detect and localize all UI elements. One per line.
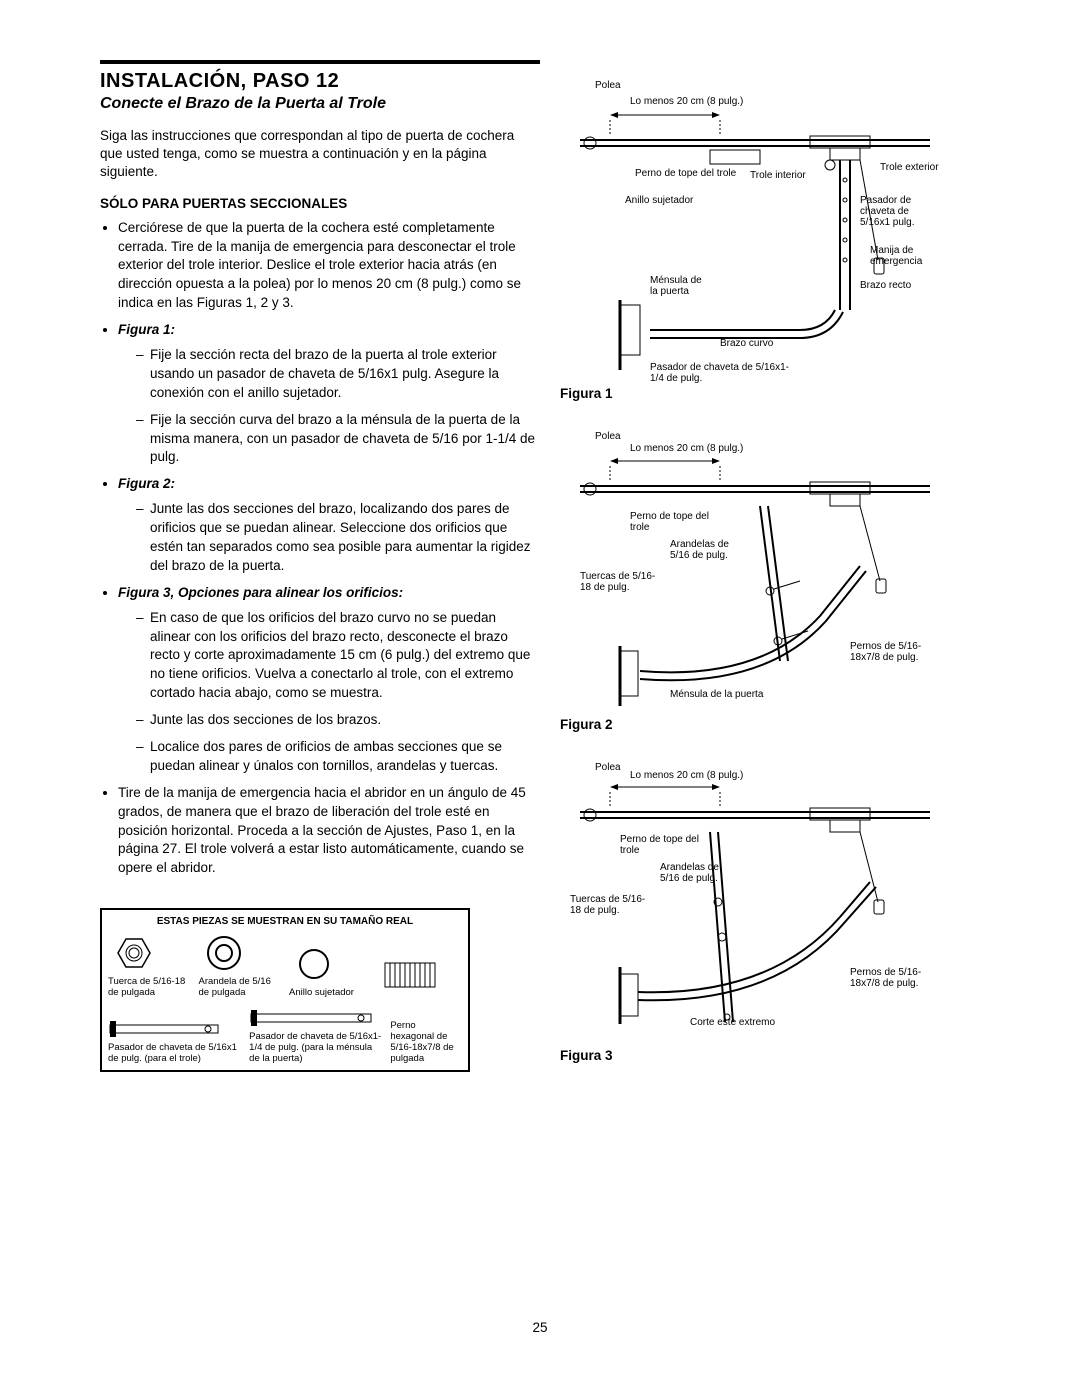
f3-pernos: Pernos de 5/16-18x7/8 de pulg. — [850, 967, 940, 989]
f3-perno-tope: Perno de tope del trole — [620, 834, 700, 856]
parts-box: ESTAS PIEZAS SE MUESTRAN EN SU TAMAÑO RE… — [100, 908, 470, 1072]
f3-corte: Corte este extremo — [690, 1017, 775, 1028]
f1-trole-int: Trole interior — [750, 170, 806, 181]
f2-perno-tope: Perno de tope del trole — [630, 511, 710, 533]
perno-label: Perno hexagonal de 5/16-18x7/8 de pulgad… — [390, 1020, 462, 1064]
f2-tuercas: Tuercas de 5/16-18 de pulg. — [580, 571, 660, 593]
fig3-label: Figura 3, Opciones para alinear los orif… — [118, 585, 403, 600]
f3-arandelas: Arandelas de 5/16 de pulg. — [660, 862, 730, 884]
figure-2-diagram: Polea Lo menos 20 cm (8 pulg.) Perno de … — [560, 431, 940, 711]
clevis-pin-2-icon — [249, 1008, 379, 1028]
figure-2-caption: Figura 2 — [560, 717, 960, 732]
page-subtitle: Conecte el Brazo de la Puerta al Trole — [100, 95, 540, 113]
f2-pernos: Pernos de 5/16-18x7/8 de pulg. — [850, 641, 940, 663]
pasador1-label: Pasador de chaveta de 5/16x1 de pulg. (p… — [108, 1042, 241, 1064]
fig3-item-2: Localice dos pares de orificios de ambas… — [136, 738, 540, 776]
f1-pasador-bottom: Pasador de chaveta de 5/16x1-1/4 de pulg… — [650, 362, 800, 384]
fig1-item-0: Fije la sección recta del brazo de la pu… — [136, 346, 540, 403]
f2-arandelas: Arandelas de 5/16 de pulg. — [670, 539, 740, 561]
hex-nut-icon — [108, 933, 158, 973]
f2-dist: Lo menos 20 cm (8 pulg.) — [630, 443, 743, 454]
f1-trole-ext: Trole exterior — [880, 162, 939, 173]
pasador2-label: Pasador de chaveta de 5/16x1-1/4 de pulg… — [249, 1031, 382, 1064]
ring-icon — [289, 944, 339, 984]
f3-polea: Polea — [595, 762, 621, 773]
bullet-fig3: Figura 3, Opciones para alinear los orif… — [118, 584, 540, 776]
f1-brazo-recto: Brazo recto — [860, 280, 911, 291]
anillo-label: Anillo sujetador — [289, 987, 372, 998]
bullet-fig1: Figura 1: Fije la sección recta del braz… — [118, 321, 540, 467]
f1-pasador-ch: Pasador de chaveta de 5/16x1 pulg. — [860, 195, 940, 228]
f1-manija: Manija de emergencia — [870, 245, 940, 267]
fig1-label: Figura 1: — [118, 322, 175, 337]
fig2-item-0: Junte las dos secciones del brazo, local… — [136, 500, 540, 576]
parts-box-title: ESTAS PIEZAS SE MUESTRAN EN SU TAMAÑO RE… — [108, 916, 462, 927]
f1-dist: Lo menos 20 cm (8 pulg.) — [630, 96, 743, 107]
figure-1-caption: Figura 1 — [560, 386, 960, 401]
arandela-label: Arandela de 5/16 de pulgada — [199, 976, 282, 998]
f2-polea: Polea — [595, 431, 621, 442]
fig2-label: Figura 2: — [118, 476, 175, 491]
section-heading: SÓLO PARA PUERTAS SECCIONALES — [100, 196, 540, 211]
bullet-fig2: Figura 2: Junte las dos secciones del br… — [118, 475, 540, 575]
bullet-intro: Cerciórese de que la puerta de la cocher… — [118, 219, 540, 313]
bullet-final: Tire de la manija de emergencia hacia el… — [118, 784, 540, 878]
figure-3-caption: Figura 3 — [560, 1048, 960, 1063]
f1-anillo: Anillo sujetador — [625, 195, 693, 206]
fig1-item-1: Fije la sección curva del brazo a la mén… — [136, 411, 540, 468]
f1-polea: Polea — [595, 80, 621, 91]
clevis-pin-1-icon — [108, 1019, 228, 1039]
page-number: 25 — [0, 1320, 1080, 1335]
f3-tuercas: Tuercas de 5/16-18 de pulg. — [570, 894, 650, 916]
f1-perno-tope: Perno de tope del trole — [635, 168, 736, 179]
washer-icon — [199, 933, 249, 973]
figure-3-diagram: Polea Lo menos 20 cm (8 pulg.) Perno de … — [560, 762, 940, 1042]
f2-mensula: Ménsula de la puerta — [670, 689, 763, 700]
fig3-item-0: En caso de que los orificios del brazo c… — [136, 609, 540, 703]
f3-dist: Lo menos 20 cm (8 pulg.) — [630, 770, 743, 781]
tuerca-label: Tuerca de 5/16-18 de pulgada — [108, 976, 191, 998]
figure-1-diagram: Polea Lo menos 20 cm (8 pulg.) Perno de … — [560, 80, 940, 380]
bolt-threads-icon — [380, 955, 440, 995]
fig3-item-1: Junte las dos secciones de los brazos. — [136, 711, 540, 730]
lead-paragraph: Siga las instrucciones que correspondan … — [100, 127, 540, 182]
page-title: INSTALACIÓN, PASO 12 — [100, 70, 540, 93]
f1-brazo-curvo: Brazo curvo — [720, 338, 773, 349]
f1-mensula: Ménsula de la puerta — [650, 275, 710, 297]
